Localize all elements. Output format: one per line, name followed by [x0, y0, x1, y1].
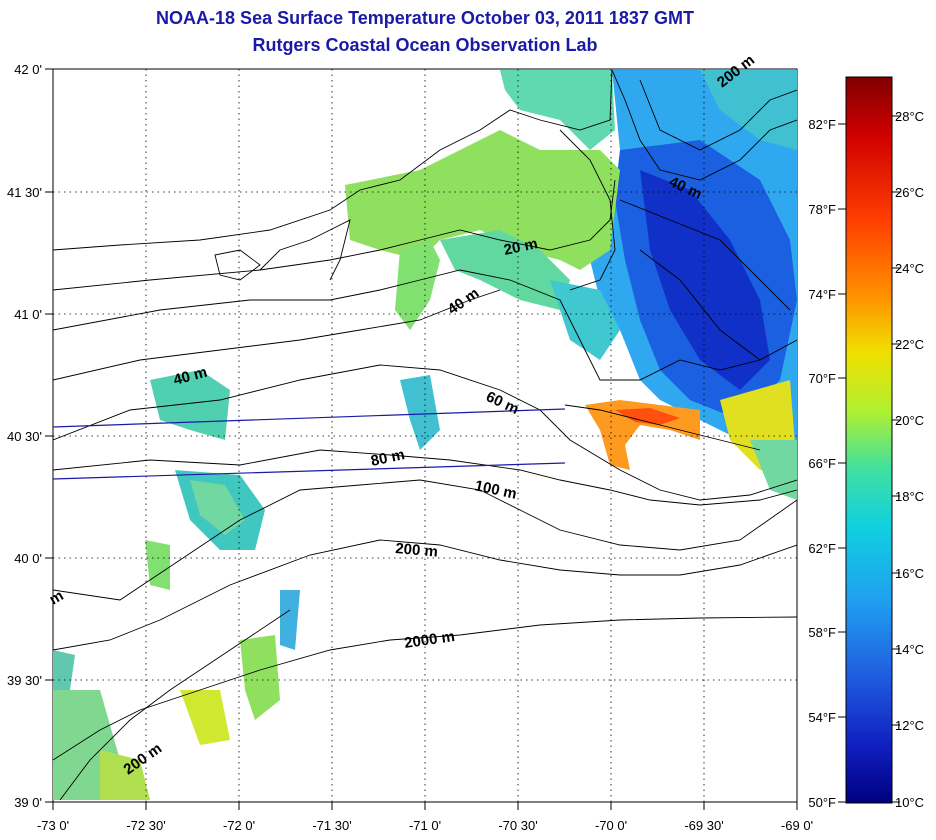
lon-label: -71 0' — [409, 818, 441, 833]
map-subtitle: Rutgers Coastal Ocean Observation Lab — [252, 35, 598, 55]
fahrenheit-label: 58°F — [808, 625, 836, 640]
lon-label: -72 0' — [223, 818, 255, 833]
frame-ticks — [45, 68, 798, 810]
contour-label: 2000 m — [403, 628, 456, 652]
lat-label: 39 0' — [14, 795, 42, 810]
fahrenheit-label: 78°F — [808, 202, 836, 217]
longitude-labels: -73 0' -72 30' -72 0' -71 30' -71 0' -70… — [37, 818, 813, 833]
map-title: NOAA-18 Sea Surface Temperature October … — [156, 8, 694, 28]
sst-field — [53, 70, 797, 800]
fahrenheit-label: 54°F — [808, 710, 836, 725]
colorbar-celsius-labels: 28°C 26°C 24°C 22°C 20°C 18°C 16°C 14°C … — [895, 109, 924, 810]
celsius-label: 24°C — [895, 261, 924, 276]
fahrenheit-label: 82°F — [808, 117, 836, 132]
lat-label: 40 0' — [14, 551, 42, 566]
colorbar-ticks — [838, 115, 900, 803]
bathymetry-contours — [53, 69, 797, 801]
celsius-label: 14°C — [895, 642, 924, 657]
lon-label: -69 30' — [684, 818, 723, 833]
grid — [53, 69, 797, 802]
fahrenheit-label: 66°F — [808, 456, 836, 471]
fahrenheit-label: 74°F — [808, 287, 836, 302]
celsius-label: 20°C — [895, 413, 924, 428]
contour-label: 20 m — [502, 235, 539, 259]
lon-label: -70 0' — [595, 818, 627, 833]
lon-label: -69 0' — [781, 818, 813, 833]
celsius-label: 28°C — [895, 109, 924, 124]
fahrenheit-label: 50°F — [808, 795, 836, 810]
contour-label: 80 m — [369, 446, 406, 470]
lon-label: -73 0' — [37, 818, 69, 833]
colorbar — [845, 76, 893, 804]
lon-label: -72 30' — [126, 818, 165, 833]
lon-label: -70 30' — [498, 818, 537, 833]
fahrenheit-label: 70°F — [808, 371, 836, 386]
latitude-labels: 42 0' 41 30' 41 0' 40 30' 40 0' 39 30' 3… — [7, 62, 42, 810]
lat-label: 41 0' — [14, 307, 42, 322]
fahrenheit-label: 62°F — [808, 541, 836, 556]
contour-label: 200 m — [395, 540, 439, 561]
lon-label: -71 30' — [312, 818, 351, 833]
lat-label: 42 0' — [14, 62, 42, 77]
celsius-label: 18°C — [895, 489, 924, 504]
celsius-label: 22°C — [895, 337, 924, 352]
celsius-label: 12°C — [895, 718, 924, 733]
celsius-label: 16°C — [895, 566, 924, 581]
lat-label: 40 30' — [7, 429, 42, 444]
colorbar-fahrenheit-labels: 82°F 78°F 74°F 70°F 66°F 62°F 58°F 54°F … — [808, 117, 836, 810]
lat-label: 39 30' — [7, 673, 42, 688]
lat-label: 41 30' — [7, 185, 42, 200]
celsius-label: 26°C — [895, 185, 924, 200]
celsius-label: 10°C — [895, 795, 924, 810]
track-lines — [53, 408, 566, 480]
